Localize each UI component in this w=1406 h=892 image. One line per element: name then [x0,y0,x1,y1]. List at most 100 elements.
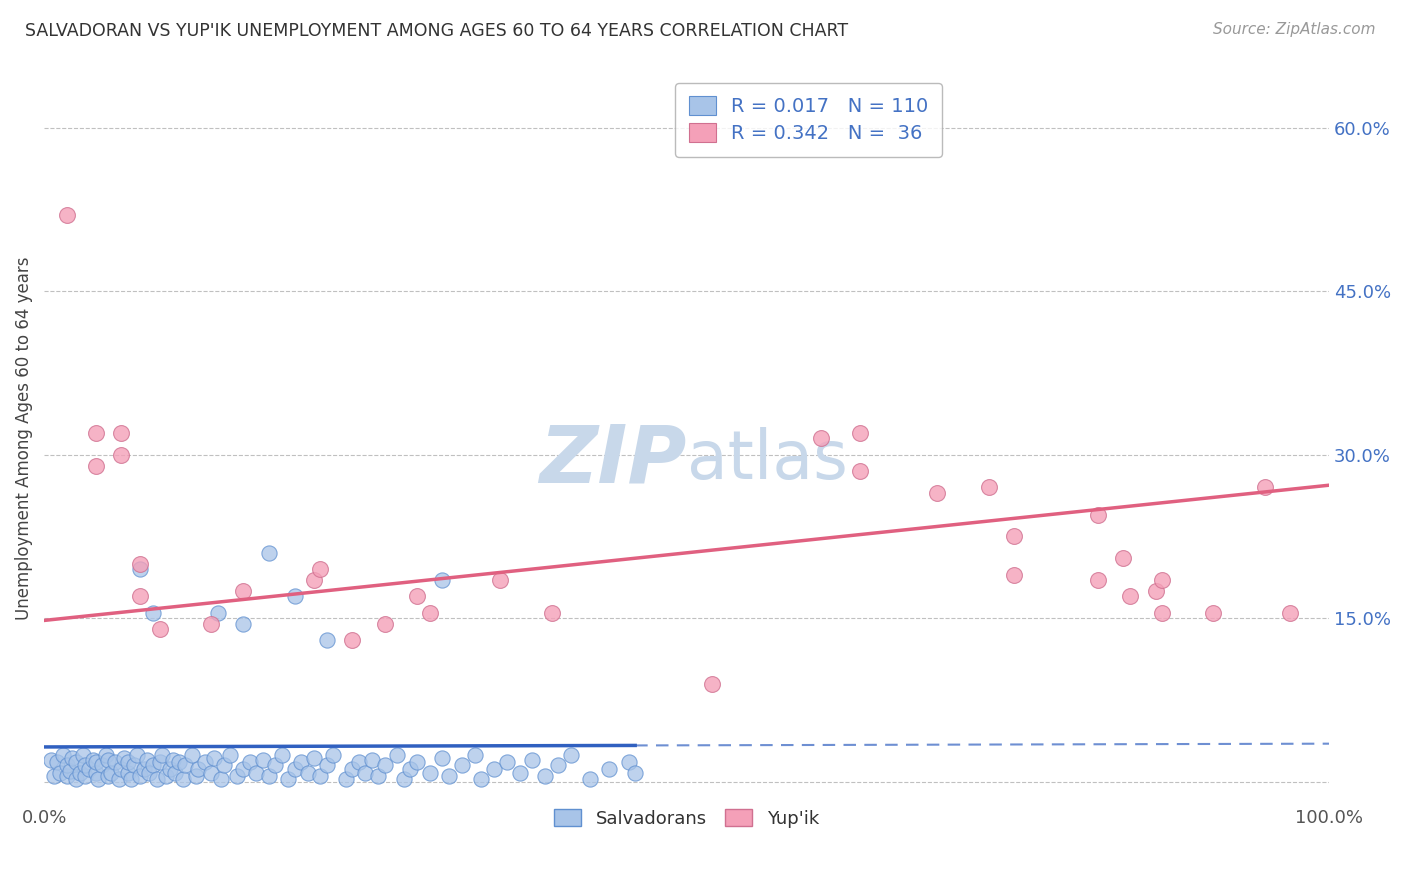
Point [134,762,156,776]
Point [399,762,422,776]
Point [200,616,222,631]
Point [374,616,396,631]
Point [142,758,165,772]
Point [284,590,307,604]
Point [56,758,79,772]
Point [129,769,152,783]
Point [110,448,132,462]
Point [117,766,139,780]
Point [927,486,949,500]
Point [149,622,172,636]
Point [849,425,872,440]
Point [97,769,120,783]
Point [146,772,169,786]
Text: SALVADORAN VS YUP'IK UNEMPLOYMENT AMONG AGES 60 TO 64 YEARS CORRELATION CHART: SALVADORAN VS YUP'IK UNEMPLOYMENT AMONG … [25,22,848,40]
Point [59,764,82,778]
Point [194,755,217,769]
Point [1002,567,1025,582]
Point [1087,508,1109,522]
Point [184,769,207,783]
Point [702,676,724,690]
Point [432,751,454,765]
Point [180,747,202,762]
Point [245,766,267,780]
Legend: Salvadorans, Yup'ik: Salvadorans, Yup'ik [547,802,827,835]
Point [60,751,83,765]
Point [367,769,389,783]
Point [392,772,415,786]
Point [849,464,872,478]
Point [239,755,262,769]
Point [187,762,209,776]
Point [482,762,505,776]
Point [560,747,582,762]
Point [39,753,62,767]
Point [617,755,640,769]
Point [56,208,79,222]
Point [315,758,337,772]
Point [354,766,377,780]
Point [547,758,569,772]
Point [107,772,129,786]
Text: ZIP: ZIP [538,421,686,500]
Point [232,762,254,776]
Point [335,772,357,786]
Text: Source: ZipAtlas.com: Source: ZipAtlas.com [1212,22,1375,37]
Point [297,766,319,780]
Point [270,747,292,762]
Point [77,762,100,776]
Point [464,747,486,762]
Point [342,762,364,776]
Point [149,755,172,769]
Point [202,751,225,765]
Point [112,751,135,765]
Point [100,766,122,780]
Point [252,753,274,767]
Point [534,769,557,783]
Point [159,762,181,776]
Point [405,755,427,769]
Point [264,758,287,772]
Point [232,584,254,599]
Point [121,772,143,786]
Point [977,480,1000,494]
Point [1112,551,1135,566]
Point [489,573,512,587]
Point [470,772,492,786]
Point [495,755,517,769]
Point [1150,573,1173,587]
Point [1119,590,1142,604]
Point [232,616,254,631]
Point [97,753,120,767]
Point [624,766,647,780]
Point [46,755,69,769]
Y-axis label: Unemployment Among Ages 60 to 64 years: Unemployment Among Ages 60 to 64 years [15,257,32,620]
Point [1150,606,1173,620]
Point [1202,606,1225,620]
Point [155,769,177,783]
Point [522,753,544,767]
Point [598,762,620,776]
Point [437,769,460,783]
Point [360,753,382,767]
Point [290,755,312,769]
Point [322,747,344,762]
Point [75,758,97,772]
Point [374,758,396,772]
Point [257,769,280,783]
Point [90,758,112,772]
Point [347,755,370,769]
Point [110,425,132,440]
Point [87,772,110,786]
Point [1087,573,1109,587]
Point [75,769,97,783]
Point [419,606,441,620]
Point [150,747,173,762]
Point [84,425,107,440]
Point [65,772,87,786]
Point [65,755,87,769]
Text: atlas: atlas [686,427,848,493]
Point [110,762,132,776]
Point [172,772,194,786]
Point [84,458,107,473]
